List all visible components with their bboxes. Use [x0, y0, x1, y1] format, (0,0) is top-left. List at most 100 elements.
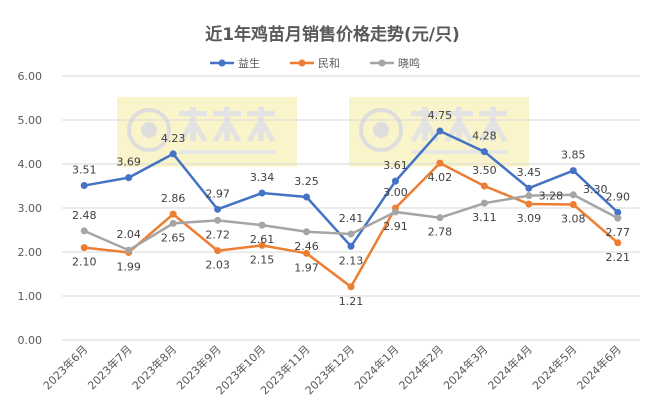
data-label: 2.65 — [161, 231, 186, 244]
watermark-url-mark — [411, 150, 507, 154]
data-label: 2.41 — [339, 212, 364, 225]
watermark-brand-mark — [246, 116, 276, 143]
data-point — [569, 191, 577, 199]
legend-marker — [298, 59, 306, 67]
data-label: 3.28 — [539, 190, 564, 203]
y-tick-label: 3.00 — [18, 202, 43, 215]
data-point — [569, 200, 577, 208]
data-label: 2.04 — [116, 228, 141, 241]
data-point — [169, 219, 177, 227]
data-point — [303, 228, 311, 236]
data-label: 3.09 — [517, 212, 542, 225]
data-point — [214, 205, 222, 213]
data-point — [436, 214, 444, 222]
legend-item: 益生 — [210, 56, 260, 70]
x-tick-label: 2024年6月 — [574, 342, 624, 392]
data-point — [125, 246, 133, 254]
data-label: 4.23 — [161, 132, 186, 145]
watermark-brand-mark — [478, 116, 508, 143]
data-point — [214, 216, 222, 224]
data-point — [436, 159, 444, 167]
data-point — [80, 244, 88, 252]
data-point — [80, 227, 88, 235]
legend-label: 民和 — [318, 57, 340, 70]
y-tick-label: 0.00 — [18, 334, 43, 347]
data-label: 1.99 — [116, 260, 141, 273]
data-label: 2.90 — [606, 190, 631, 203]
data-label: 3.34 — [250, 171, 275, 184]
data-point — [258, 189, 266, 197]
data-label: 3.00 — [383, 186, 408, 199]
data-point — [169, 210, 177, 218]
watermark-logo-icon — [127, 108, 171, 152]
data-label: 2.61 — [250, 233, 275, 246]
data-label: 3.45 — [517, 166, 542, 179]
data-point — [258, 241, 266, 249]
data-label: 2.48 — [72, 209, 97, 222]
data-label: 3.25 — [294, 175, 319, 188]
data-point — [391, 177, 399, 185]
watermark-logo-icon — [373, 122, 389, 138]
data-label: 2.03 — [205, 259, 230, 272]
data-point — [214, 247, 222, 255]
data-label: 2.86 — [161, 192, 186, 205]
data-label: 4.02 — [428, 171, 453, 184]
watermark-url-mark — [179, 150, 275, 154]
x-tick-label: 2024年4月 — [485, 342, 535, 392]
data-point — [480, 199, 488, 207]
watermark-logo-icon — [141, 122, 157, 138]
data-point — [614, 208, 622, 216]
data-label: 2.78 — [428, 226, 453, 239]
x-tick-label: 2024年3月 — [440, 342, 490, 392]
data-label: 3.30 — [583, 183, 608, 196]
data-point — [525, 192, 533, 200]
data-point — [391, 208, 399, 216]
data-label: 3.08 — [561, 212, 586, 225]
watermark-brand-mark — [444, 116, 474, 143]
data-label: 3.69 — [116, 156, 141, 169]
watermark-brand-mark — [410, 116, 440, 143]
legend-item: 民和 — [290, 57, 340, 70]
data-point — [436, 127, 444, 135]
data-label: 2.72 — [205, 228, 230, 241]
legend-item: 晓鸣 — [370, 56, 420, 70]
y-tick-label: 1.00 — [18, 290, 43, 303]
data-point — [480, 182, 488, 190]
data-label: 3.61 — [383, 159, 408, 172]
x-tick-label: 2023年8月 — [129, 342, 179, 392]
chart-title: 近1年鸡苗月销售价格走势(元/只) — [205, 25, 460, 45]
data-point — [480, 148, 488, 156]
watermark-brand-mark — [212, 116, 242, 143]
y-tick-label: 6.00 — [18, 70, 43, 83]
data-label: 1.97 — [294, 261, 319, 274]
data-point — [614, 214, 622, 222]
data-label: 3.11 — [472, 211, 497, 224]
y-tick-label: 4.00 — [18, 158, 43, 171]
watermark-logo-icon — [359, 108, 403, 152]
data-label: 1.21 — [339, 295, 364, 308]
data-label: 2.46 — [294, 240, 319, 253]
legend-label: 晓鸣 — [398, 56, 420, 70]
data-point — [258, 221, 266, 229]
data-point — [125, 174, 133, 182]
x-tick-label: 2023年7月 — [85, 342, 135, 392]
data-label: 2.91 — [383, 220, 408, 233]
data-label: 2.10 — [72, 256, 97, 269]
legend-label: 益生 — [238, 56, 260, 70]
x-tick-label: 2024年5月 — [529, 342, 579, 392]
data-label: 3.50 — [472, 164, 497, 177]
data-label: 4.28 — [472, 130, 497, 143]
data-label: 3.51 — [72, 164, 97, 177]
data-label: 2.13 — [339, 254, 364, 267]
data-label: 3.85 — [561, 149, 586, 162]
data-label: 4.75 — [428, 109, 453, 122]
x-tick-label: 2023年6月 — [40, 342, 90, 392]
y-tick-label: 5.00 — [18, 114, 43, 127]
x-tick-label: 2024年2月 — [396, 342, 446, 392]
data-label: 2.77 — [606, 226, 631, 239]
data-point — [525, 200, 533, 208]
data-point — [614, 239, 622, 247]
x-tick-label: 2024年1月 — [351, 342, 401, 392]
data-point — [347, 283, 355, 291]
